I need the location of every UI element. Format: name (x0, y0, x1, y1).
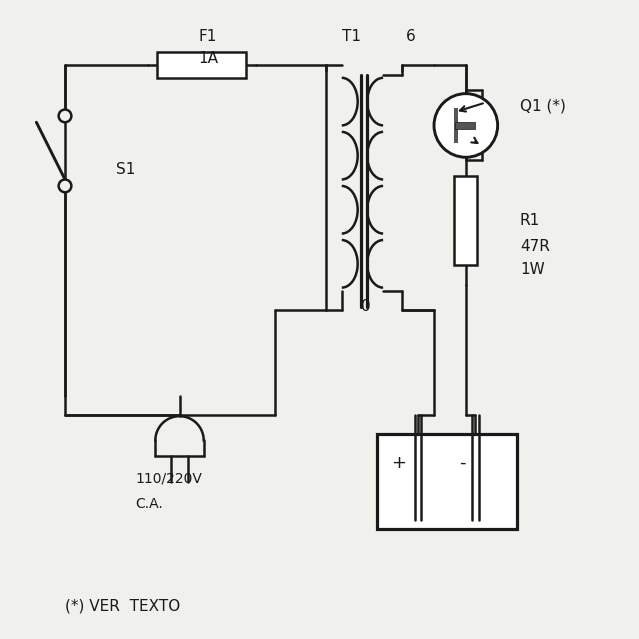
Circle shape (434, 94, 498, 157)
Text: R1: R1 (520, 213, 540, 228)
Text: 6: 6 (405, 29, 415, 44)
Bar (157, 52, 246, 78)
Text: 1W: 1W (520, 263, 544, 277)
Text: 1A: 1A (199, 51, 219, 66)
Text: -: - (459, 454, 466, 472)
Circle shape (59, 180, 72, 192)
Text: Q1 (*): Q1 (*) (520, 99, 566, 114)
Circle shape (59, 109, 72, 122)
Text: F1: F1 (199, 29, 217, 44)
Text: C.A.: C.A. (135, 497, 163, 511)
Bar (455, 121, 475, 129)
Text: 47R: 47R (520, 239, 550, 254)
Text: T1: T1 (342, 29, 361, 44)
Bar (377, 434, 517, 530)
Text: 0: 0 (361, 299, 371, 314)
Text: S1: S1 (116, 162, 135, 178)
Text: +: + (392, 454, 406, 472)
Text: 110/220V: 110/220V (135, 472, 202, 486)
Bar (454, 176, 477, 265)
Bar (454, 108, 458, 142)
Text: (*) VER  TEXTO: (*) VER TEXTO (65, 598, 180, 613)
